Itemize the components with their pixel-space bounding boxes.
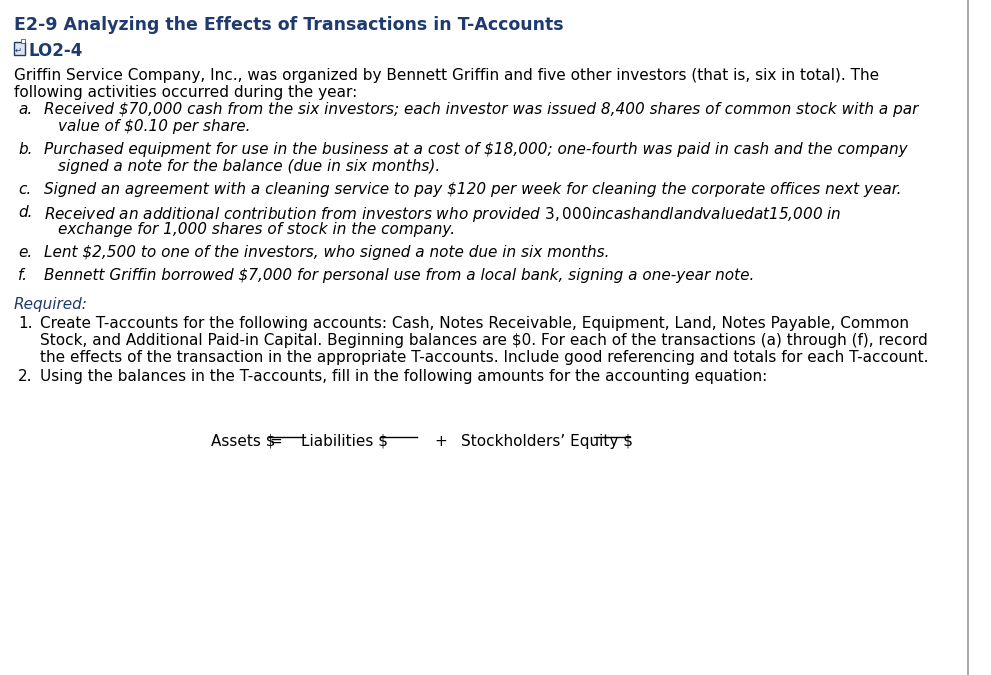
Text: e.: e. — [18, 245, 33, 260]
Text: +: + — [435, 434, 447, 449]
Text: Stockholders’ Equity $: Stockholders’ Equity $ — [461, 434, 633, 449]
Text: ↵: ↵ — [15, 45, 22, 55]
Text: Signed an agreement with a cleaning service to pay $120 per week for cleaning th: Signed an agreement with a cleaning serv… — [44, 182, 902, 197]
Text: exchange for 1,000 shares of stock in the company.: exchange for 1,000 shares of stock in th… — [58, 222, 455, 237]
Text: Lent $2,500 to one of the investors, who signed a note due in six months.: Lent $2,500 to one of the investors, who… — [44, 245, 609, 260]
Text: signed a note for the balance (due in six months).: signed a note for the balance (due in si… — [58, 159, 440, 174]
Text: b.: b. — [18, 142, 33, 157]
Text: Stock, and Additional Paid-in Capital. Beginning balances are $0. For each of th: Stock, and Additional Paid-in Capital. B… — [40, 333, 928, 348]
Text: Received $70,000 cash from the six investors; each investor was issued 8,400 sha: Received $70,000 cash from the six inves… — [44, 102, 919, 117]
Text: c.: c. — [18, 182, 32, 197]
Text: E2-9 Analyzing the Effects of Transactions in T-Accounts: E2-9 Analyzing the Effects of Transactio… — [14, 16, 564, 34]
Text: a.: a. — [18, 102, 33, 117]
FancyBboxPatch shape — [21, 38, 25, 43]
Text: Received an additional contribution from investors who provided $3,000 in cash a: Received an additional contribution from… — [44, 205, 841, 224]
Text: following activities occurred during the year:: following activities occurred during the… — [14, 85, 357, 100]
Text: Griffin Service Company, Inc., was organized by Bennett Griffin and five other i: Griffin Service Company, Inc., was organ… — [14, 68, 879, 83]
FancyBboxPatch shape — [14, 42, 25, 55]
Text: Bennett Griffin borrowed $7,000 for personal use from a local bank, signing a on: Bennett Griffin borrowed $7,000 for pers… — [44, 268, 754, 283]
Text: LO2-4: LO2-4 — [28, 42, 82, 60]
Text: =: = — [270, 434, 282, 449]
Text: 2.: 2. — [18, 369, 33, 384]
Text: Using the balances in the T-accounts, fill in the following amounts for the acco: Using the balances in the T-accounts, fi… — [40, 369, 767, 384]
Text: 1.: 1. — [18, 316, 33, 331]
Text: d.: d. — [18, 205, 33, 220]
Text: value of $0.10 per share.: value of $0.10 per share. — [58, 119, 251, 134]
Text: Purchased equipment for use in the business at a cost of $18,000; one-fourth was: Purchased equipment for use in the busin… — [44, 142, 908, 157]
Text: Required:: Required: — [14, 297, 88, 312]
Text: f.: f. — [18, 268, 28, 283]
Text: the effects of the transaction in the appropriate T-accounts. Include good refer: the effects of the transaction in the ap… — [40, 350, 929, 365]
Text: Assets $: Assets $ — [211, 434, 275, 449]
Text: Liabilities $: Liabilities $ — [301, 434, 388, 449]
Text: Create T-accounts for the following accounts: Cash, Notes Receivable, Equipment,: Create T-accounts for the following acco… — [40, 316, 909, 331]
